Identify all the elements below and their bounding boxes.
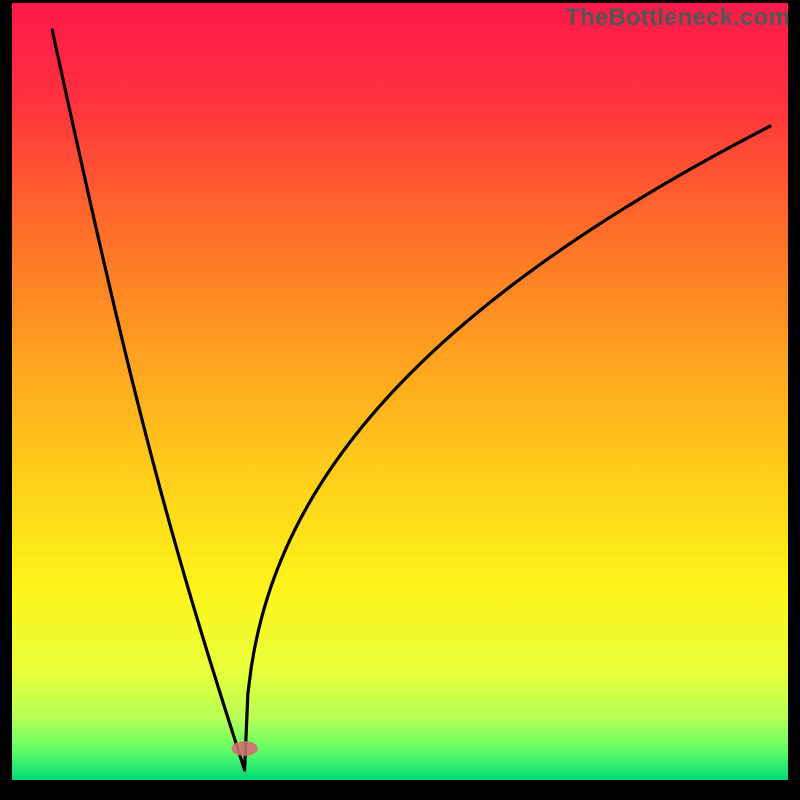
watermark-text: TheBottleneck.com	[565, 4, 790, 32]
bottleneck-curve-chart	[0, 0, 800, 800]
optimum-marker	[231, 741, 258, 756]
chart-background	[12, 3, 788, 780]
chart-canvas: TheBottleneck.com	[0, 0, 800, 800]
